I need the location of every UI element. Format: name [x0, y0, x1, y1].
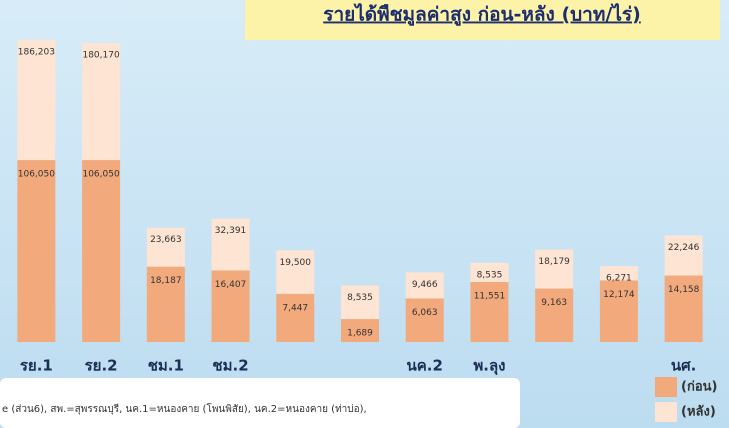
value-label: 18,179: [538, 257, 570, 267]
bar-segment: [406, 299, 444, 342]
x-tick-label: นค.2: [407, 357, 443, 375]
x-tick-label: ชม.1: [148, 357, 184, 375]
x-tick-label: รย.1: [20, 357, 53, 375]
bar-segment: [535, 250, 573, 289]
legend-label: (หลัง): [681, 405, 716, 420]
value-label: 19,500: [280, 258, 312, 268]
bar-segment: [665, 235, 703, 275]
bar-segment: [147, 228, 185, 267]
value-label: 7,447: [282, 303, 308, 313]
footnote: e (ส่วน6), สพ.=สุพรรณบุรี, นค.1=หนองคาย …: [2, 402, 367, 415]
value-label: 106,050: [82, 170, 119, 180]
value-label: 32,391: [215, 226, 247, 236]
bar-segment: [17, 160, 55, 342]
bar-segment: [17, 40, 55, 160]
bar-segment: [276, 294, 314, 342]
value-label: 23,663: [150, 235, 182, 245]
value-label: 186,203: [18, 48, 55, 58]
value-label: 14,158: [668, 285, 700, 295]
value-label: 22,246: [668, 243, 700, 253]
legend-swatch: [655, 377, 677, 397]
value-label: 8,535: [477, 270, 503, 280]
x-tick-label: นศ.: [671, 357, 696, 375]
value-label: 6,063: [412, 308, 438, 318]
value-label: 18,187: [150, 276, 182, 286]
footnote-box: [0, 378, 520, 428]
bar-segment: [535, 289, 573, 342]
bar-segment: [82, 43, 120, 160]
legend-swatch: [655, 402, 677, 422]
value-label: 11,551: [474, 291, 506, 301]
x-tick-label: รย.2: [85, 357, 118, 375]
x-tick-label: พ.ลุง: [473, 357, 505, 376]
legend-label: (ก่อน): [681, 380, 717, 395]
value-label: 16,407: [215, 280, 247, 290]
value-label: 106,050: [18, 170, 55, 180]
value-label: 9,466: [412, 280, 438, 290]
value-label: 9,163: [541, 298, 567, 308]
value-label: 6,271: [606, 274, 632, 284]
chart: รายได้พืชมูลค่าสูง ก่อน-หลัง (บาท/ไร่) e…: [0, 0, 729, 428]
value-label: 1,689: [347, 329, 373, 339]
bar-segment: [82, 160, 120, 342]
x-tick-label: ชม.2: [212, 357, 248, 375]
chart-title: รายได้พืชมูลค่าสูง ก่อน-หลัง (บาท/ไร่): [323, 3, 641, 27]
value-label: 180,170: [82, 51, 119, 61]
value-label: 12,174: [603, 290, 635, 300]
value-label: 8,535: [347, 293, 373, 303]
